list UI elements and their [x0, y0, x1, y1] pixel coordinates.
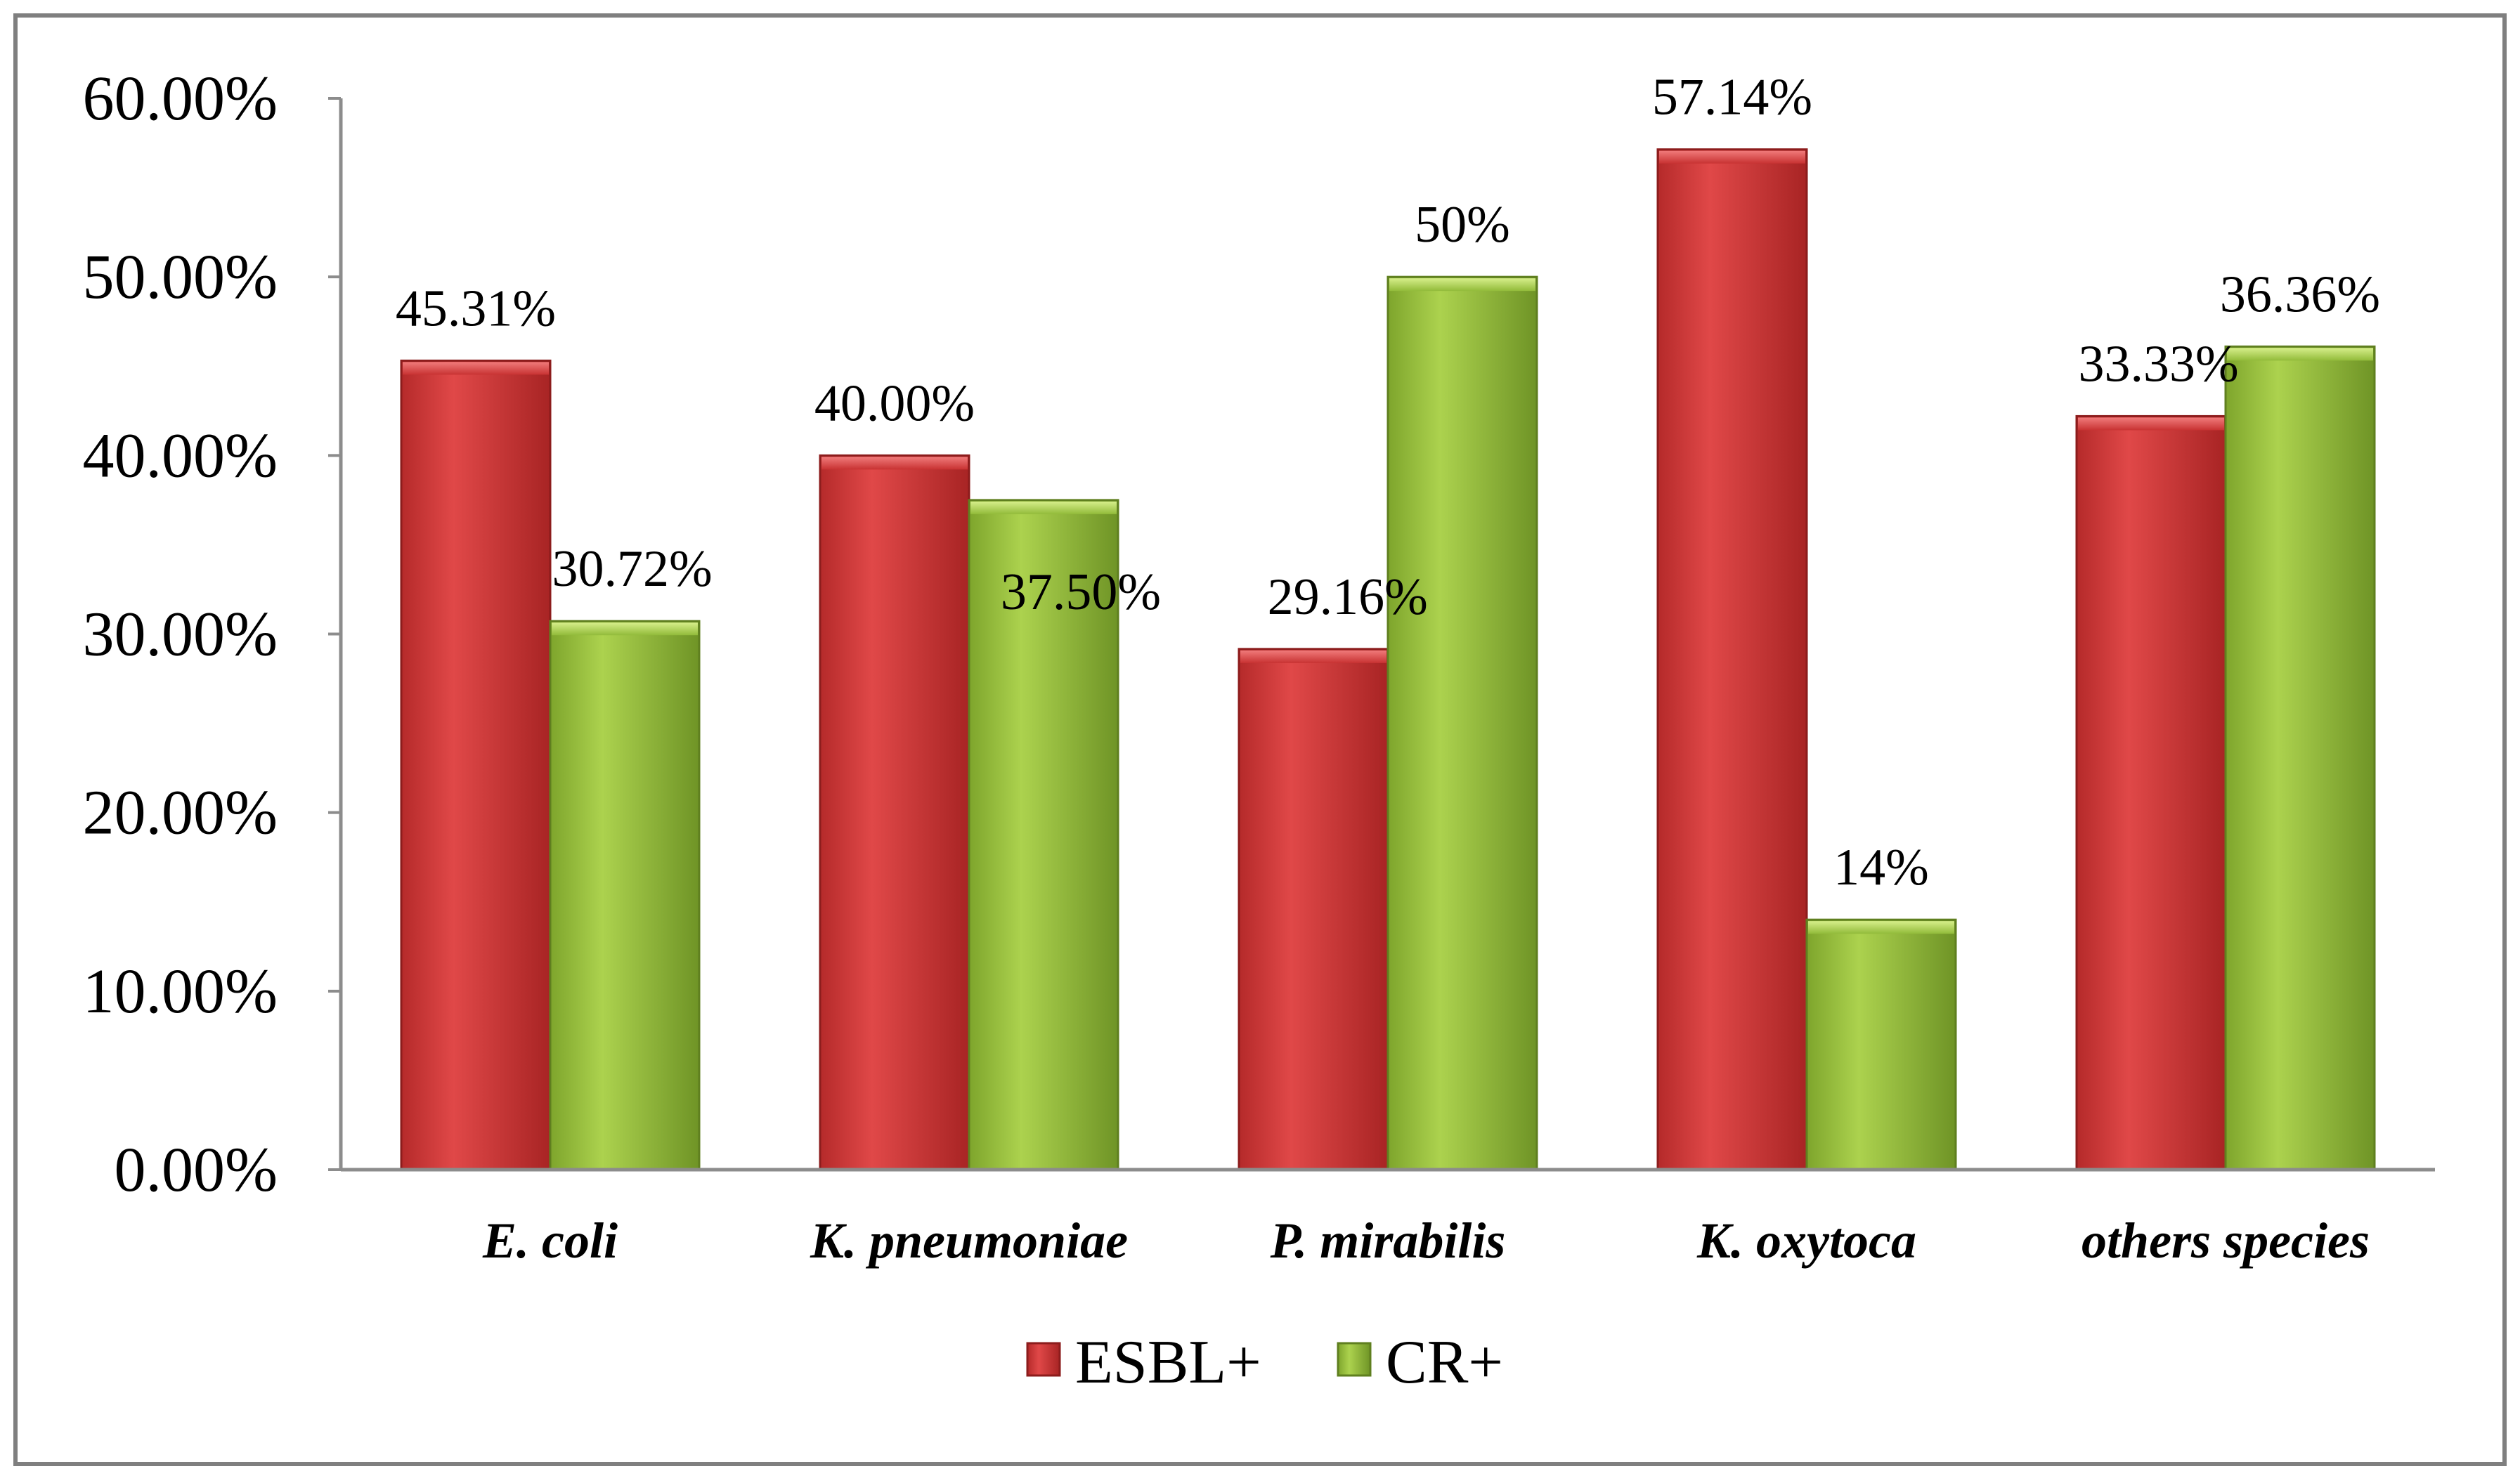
bar-bevel [970, 501, 1117, 514]
bar-esbl-0 [400, 359, 552, 1171]
bar-cr-4 [2224, 345, 2376, 1171]
data-label: 50% [1415, 196, 1510, 254]
x-category-label: others species [2081, 1213, 2370, 1269]
bar-bevel [1389, 278, 1535, 292]
bar-esbl-1 [819, 454, 970, 1171]
data-label: 37.50% [1001, 563, 1161, 621]
y-tick-label: 40.00% [83, 421, 278, 490]
data-label: 14% [1833, 839, 1929, 896]
bar-esbl-3 [1656, 148, 1808, 1171]
legend: ESBL+ CR+ [1026, 1328, 1503, 1397]
bar-bevel [2227, 348, 2373, 361]
data-label: 40.00% [814, 374, 975, 432]
bar-esbl-2 [1238, 648, 1389, 1171]
y-tick-label: 60.00% [83, 64, 278, 133]
bar-bevel [1659, 150, 1805, 164]
data-label: 33.33% [2079, 335, 2239, 393]
bars [400, 148, 2376, 1171]
bar-bevel [1808, 921, 1954, 934]
x-axis: E. coli K. pneumoniae P. mirabilis K. oxyto… [341, 1168, 2435, 1269]
data-label: 45.31% [396, 280, 556, 337]
bar-bevel [821, 457, 968, 470]
x-category-label: E. coli [482, 1213, 618, 1269]
y-tick-label: 10.00% [83, 957, 278, 1026]
bar-cr-0 [549, 620, 701, 1171]
x-category-label: P. mirabilis [1270, 1213, 1506, 1269]
y-tick-label: 50.00% [83, 242, 278, 312]
bar-bevel [1240, 650, 1386, 663]
data-label: 30.72% [552, 540, 713, 598]
x-category-label: K. oxytoca [1696, 1213, 1916, 1269]
bar-cr-2 [1386, 275, 1538, 1171]
data-label: 57.14% [1652, 69, 1812, 126]
data-labels: 45.31% 40.00% 29.16% 57.14% 33.33% 30.72% 37.5… [396, 69, 2380, 896]
y-tick-label: 0.00% [115, 1135, 278, 1205]
y-tick-label: 30.00% [83, 600, 278, 669]
y-axis: 0.00% 10.00% 20.00% 30.00% 40.00% 50.00% 60.00… [83, 64, 343, 1205]
legend-swatch [1026, 1342, 1061, 1377]
legend-label: ESBL+ [1075, 1328, 1261, 1397]
bar-esbl-4 [2075, 414, 2227, 1171]
legend-swatch [1337, 1342, 1372, 1377]
bar-bevel [2078, 417, 2224, 431]
bar-cr-1 [968, 499, 1119, 1171]
y-tick-label: 20.00% [83, 778, 278, 848]
legend-label: CR+ [1386, 1328, 1503, 1397]
bar-cr-3 [1805, 918, 1957, 1171]
bar-bevel [552, 622, 698, 636]
x-category-label: K. pneumoniae [810, 1213, 1128, 1269]
bar-bevel [403, 362, 549, 375]
data-label: 36.36% [2220, 266, 2380, 323]
data-label: 29.16% [1268, 568, 1428, 626]
